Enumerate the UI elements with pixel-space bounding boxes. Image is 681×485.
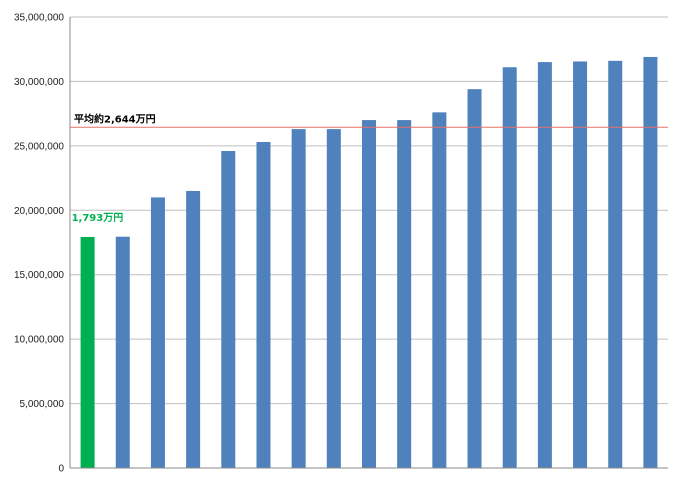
bar (115, 236, 130, 468)
bar (502, 67, 517, 469)
bar (573, 61, 588, 468)
bar (537, 62, 552, 468)
y-tick-label: 25,000,000 (14, 141, 64, 152)
bar (432, 112, 447, 469)
average-label: 平均約2,644万円 (74, 112, 156, 125)
bar (186, 190, 201, 468)
bar (221, 151, 236, 469)
y-tick-label: 15,000,000 (14, 270, 64, 281)
y-tick-label: 30,000,000 (14, 77, 64, 88)
highlight-bar (80, 236, 95, 468)
y-tick-label: 35,000,000 (14, 13, 64, 24)
y-tick-label: 0 (58, 464, 64, 475)
y-tick-label: 10,000,000 (14, 335, 64, 346)
bar (326, 129, 341, 468)
bars (80, 56, 658, 469)
bar (362, 120, 376, 468)
bar (608, 60, 623, 468)
y-axis-tick-labels: 0 5,000,000 10,000,000 15,000,000 20,000,000… (14, 13, 65, 475)
bar (643, 56, 658, 469)
y-tick-label: 20,000,000 (14, 206, 64, 217)
y-tick-label: 5,000,000 (20, 399, 65, 410)
bar (467, 89, 482, 468)
bar (291, 129, 306, 468)
highlight-bar-label: 1,793万円 (72, 212, 124, 224)
bar (150, 197, 165, 468)
bar (256, 141, 271, 468)
bar (397, 120, 412, 468)
